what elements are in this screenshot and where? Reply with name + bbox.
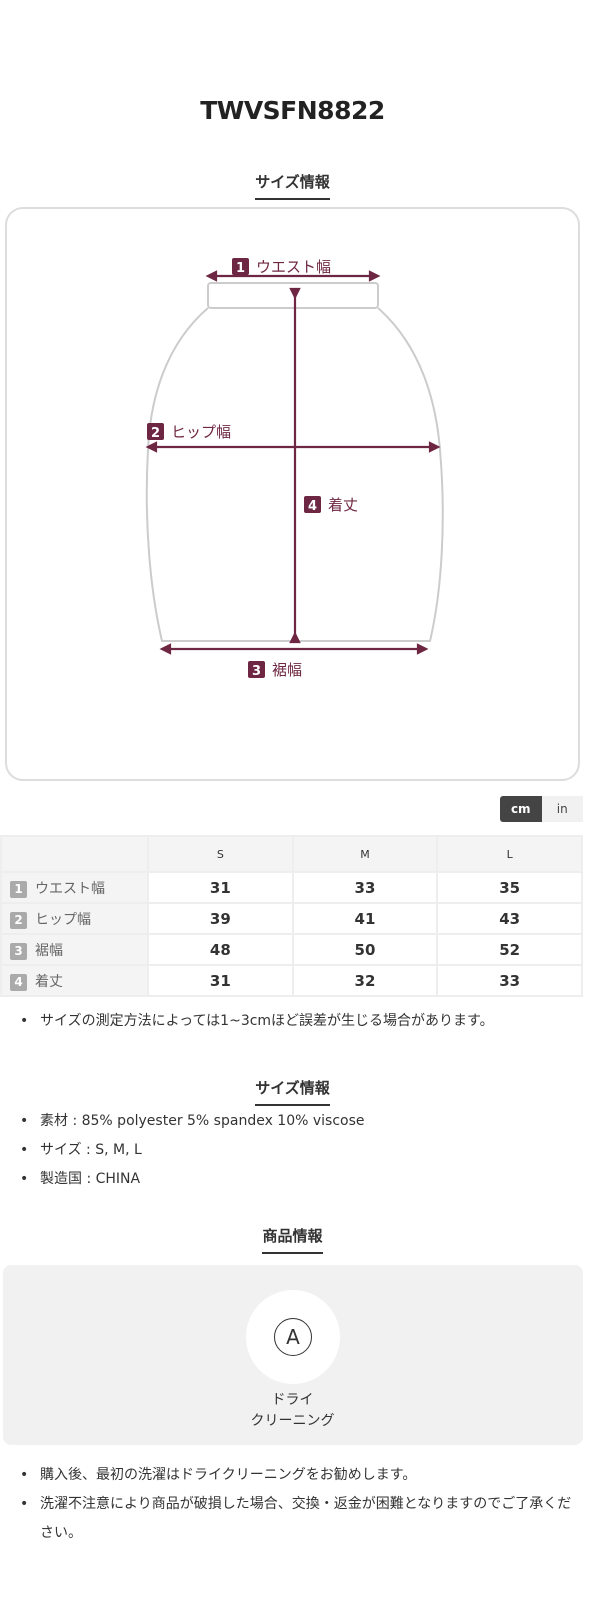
care-notes: 購入後、最初の洗濯はドライクリーニングをお勧めします。洗濯不注意により商品が破損…: [20, 1461, 580, 1548]
skirt-diagram: 1 ウエスト幅 2 ヒップ幅 3 裾幅 4 着丈: [145, 258, 444, 679]
waistband-outline: [207, 282, 379, 309]
info-section-heading: サイズ情報: [0, 1077, 585, 1106]
table-row: 3 裾幅 48 50 52: [0, 933, 583, 966]
product-section-heading: 商品情報: [0, 1225, 585, 1254]
table-row: 4 着丈 31 32 33: [0, 964, 583, 997]
label-length: 着丈: [328, 496, 358, 514]
size-section-heading: サイズ情報: [0, 171, 585, 200]
label-waist: ウエスト幅: [256, 258, 331, 276]
svg-text:1: 1: [236, 261, 245, 276]
unit-cm-button[interactable]: cm: [500, 796, 542, 822]
dry-clean-icon: A: [246, 1290, 340, 1384]
care-label: ドライ クリーニング: [250, 1392, 335, 1429]
table-row: 1 ウエスト幅 31 33 35: [0, 871, 583, 904]
label-hem: 裾幅: [272, 661, 302, 679]
unit-toggle[interactable]: cm in: [500, 796, 583, 822]
info-list: 素材 : 85% polyester 5% spandex 10% viscos…: [20, 1107, 365, 1194]
product-code: TWVSFN8822: [200, 96, 385, 125]
unit-in-button[interactable]: in: [541, 796, 583, 822]
svg-text:3: 3: [252, 664, 261, 679]
svg-text:2: 2: [151, 426, 160, 441]
label-hip: ヒップ幅: [171, 423, 231, 441]
table-row: 2 ヒップ幅 39 41 43: [0, 902, 583, 935]
svg-text:4: 4: [308, 499, 317, 514]
size-diagram: 1 ウエスト幅 2 ヒップ幅 3 裾幅 4 着丈: [5, 207, 580, 781]
size-note: サイズの測定方法によっては1~3cmほど誤差が生じる場合があります。: [20, 1007, 494, 1036]
